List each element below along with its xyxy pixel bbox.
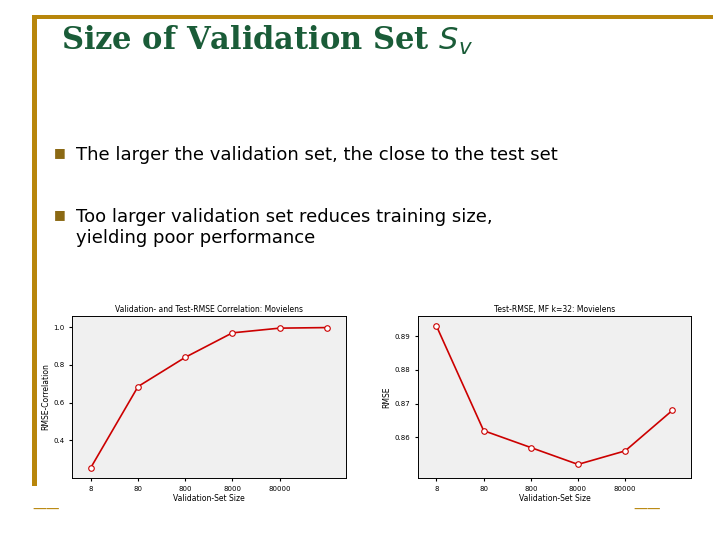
Text: Size of Validation Set $S_v$: Size of Validation Set $S_v$	[61, 24, 473, 57]
Text: ■: ■	[54, 146, 66, 159]
Y-axis label: RMSE: RMSE	[382, 386, 392, 408]
Text: Too larger validation set reduces training size,
yielding poor performance: Too larger validation set reduces traini…	[76, 208, 492, 247]
Text: The larger the validation set, the close to the test set: The larger the validation set, the close…	[76, 146, 557, 164]
Text: ——: ——	[634, 503, 661, 517]
Text: ——: ——	[32, 503, 60, 517]
Title: Validation- and Test-RMSE Correlation: Movielens: Validation- and Test-RMSE Correlation: M…	[114, 305, 303, 314]
Y-axis label: RMSE-Correlation: RMSE-Correlation	[41, 363, 50, 430]
X-axis label: Validation-Set Size: Validation-Set Size	[518, 494, 590, 503]
Text: ■: ■	[54, 208, 66, 221]
X-axis label: Validation-Set Size: Validation-Set Size	[173, 494, 245, 503]
Title: Test-RMSE, MF k=32: Movielens: Test-RMSE, MF k=32: Movielens	[494, 305, 615, 314]
